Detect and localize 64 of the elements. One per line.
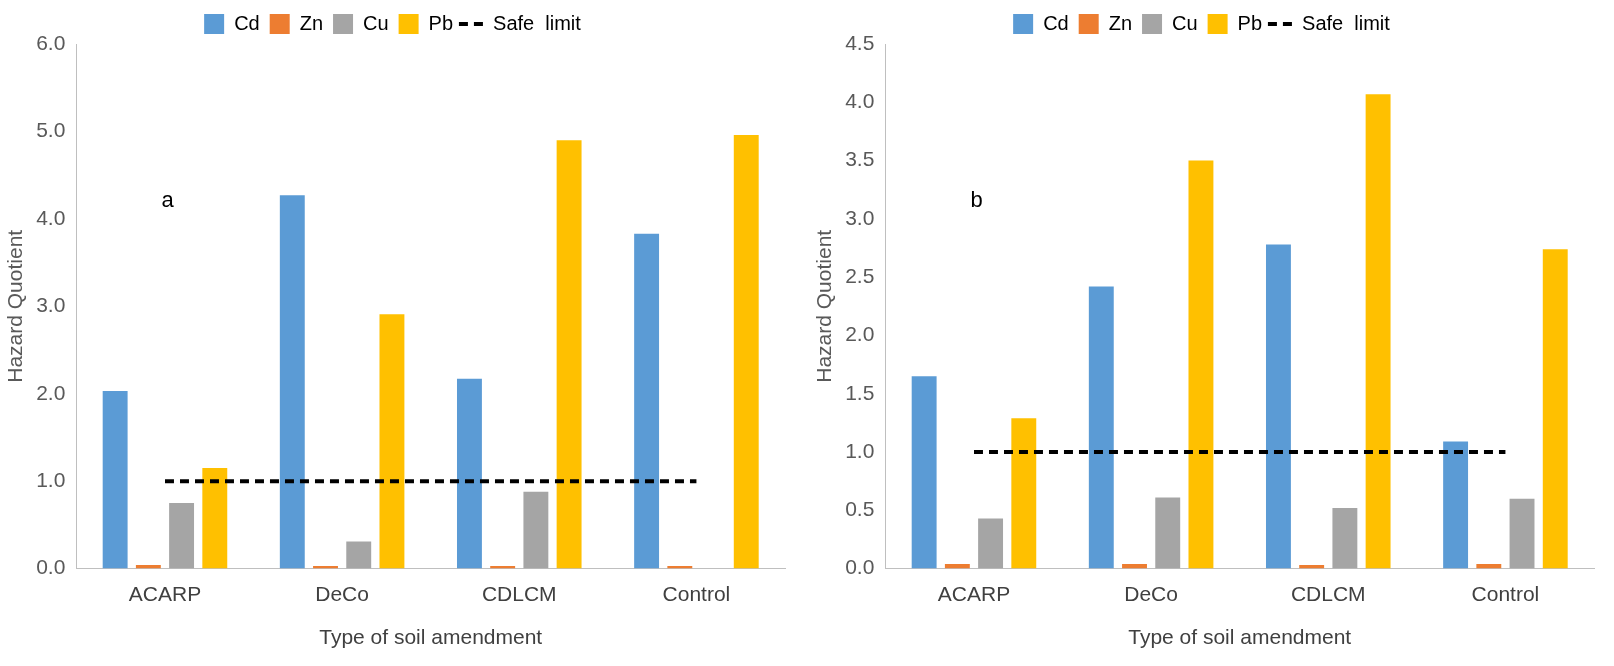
legend-label: Cd — [234, 11, 260, 34]
bar — [379, 314, 405, 569]
bar — [733, 134, 759, 569]
legend-label: Zn — [1108, 11, 1133, 34]
x-axis-title: Type of soil amendment — [319, 625, 543, 649]
y-tick-label: 0.5 — [845, 497, 875, 521]
legend-label: Safe limit — [493, 11, 582, 34]
bar — [1011, 418, 1037, 569]
y-tick-label: 0.0 — [845, 555, 875, 579]
bar — [1188, 160, 1214, 569]
y-tick-label: 6.0 — [36, 30, 66, 54]
legend-label: Zn — [299, 11, 324, 34]
bar — [634, 233, 660, 569]
legend-label: Safe limit — [1302, 11, 1391, 34]
legend-label: Cu — [1172, 11, 1198, 34]
bar — [1088, 286, 1114, 569]
y-tick-label: 4.0 — [36, 205, 66, 229]
x-tick-label: ACARP — [937, 582, 1011, 605]
bar — [1265, 244, 1291, 569]
y-tick-label: 0.0 — [36, 555, 66, 579]
bar — [1332, 507, 1358, 569]
bar — [978, 518, 1004, 569]
bar — [1509, 498, 1535, 569]
y-tick-label: 1.0 — [36, 467, 66, 491]
y-axis-title: Hazard Quotient — [3, 229, 27, 383]
bar — [102, 391, 128, 569]
y-tick-label: 2.5 — [845, 263, 875, 287]
bar — [523, 491, 549, 569]
bar — [279, 195, 305, 569]
bar — [169, 503, 195, 569]
y-tick-label: 4.5 — [845, 30, 875, 54]
y-tick-label: 2.0 — [845, 322, 875, 346]
y-tick-label: 1.0 — [845, 438, 875, 462]
legend-label: Pb — [1237, 11, 1263, 34]
y-axis-title: Hazard Quotient — [812, 229, 836, 383]
y-tick-label: 1.5 — [845, 380, 875, 404]
bar — [202, 468, 228, 569]
bar — [456, 378, 482, 569]
x-tick-label: DeCo — [1124, 582, 1178, 605]
bar — [1155, 497, 1181, 569]
bar — [556, 140, 582, 569]
bar — [346, 541, 372, 569]
x-tick-label: Control — [662, 582, 731, 605]
y-tick-label: 5.0 — [36, 118, 66, 142]
y-tick-label: 3.5 — [845, 147, 875, 171]
x-tick-label: CDLCM — [1290, 582, 1366, 605]
legend-label: Pb — [428, 11, 454, 34]
y-tick-label: 2.0 — [36, 380, 66, 404]
x-tick-label: CDLCM — [481, 582, 557, 605]
bar — [911, 376, 937, 569]
x-tick-label: ACARP — [128, 582, 202, 605]
bar — [1542, 249, 1568, 569]
x-tick-label: Control — [1471, 582, 1540, 605]
annotation: a — [161, 187, 175, 213]
y-tick-label: 3.0 — [36, 293, 66, 317]
y-tick-label: 4.0 — [845, 89, 875, 113]
x-tick-label: DeCo — [315, 582, 369, 605]
x-axis-title: Type of soil amendment — [1128, 625, 1352, 649]
annotation: b — [970, 187, 983, 213]
legend-label: Cu — [363, 11, 389, 34]
legend-label: Cd — [1043, 11, 1069, 34]
bar — [1365, 94, 1391, 569]
y-tick-label: 3.0 — [845, 205, 875, 229]
bar — [1443, 441, 1469, 569]
